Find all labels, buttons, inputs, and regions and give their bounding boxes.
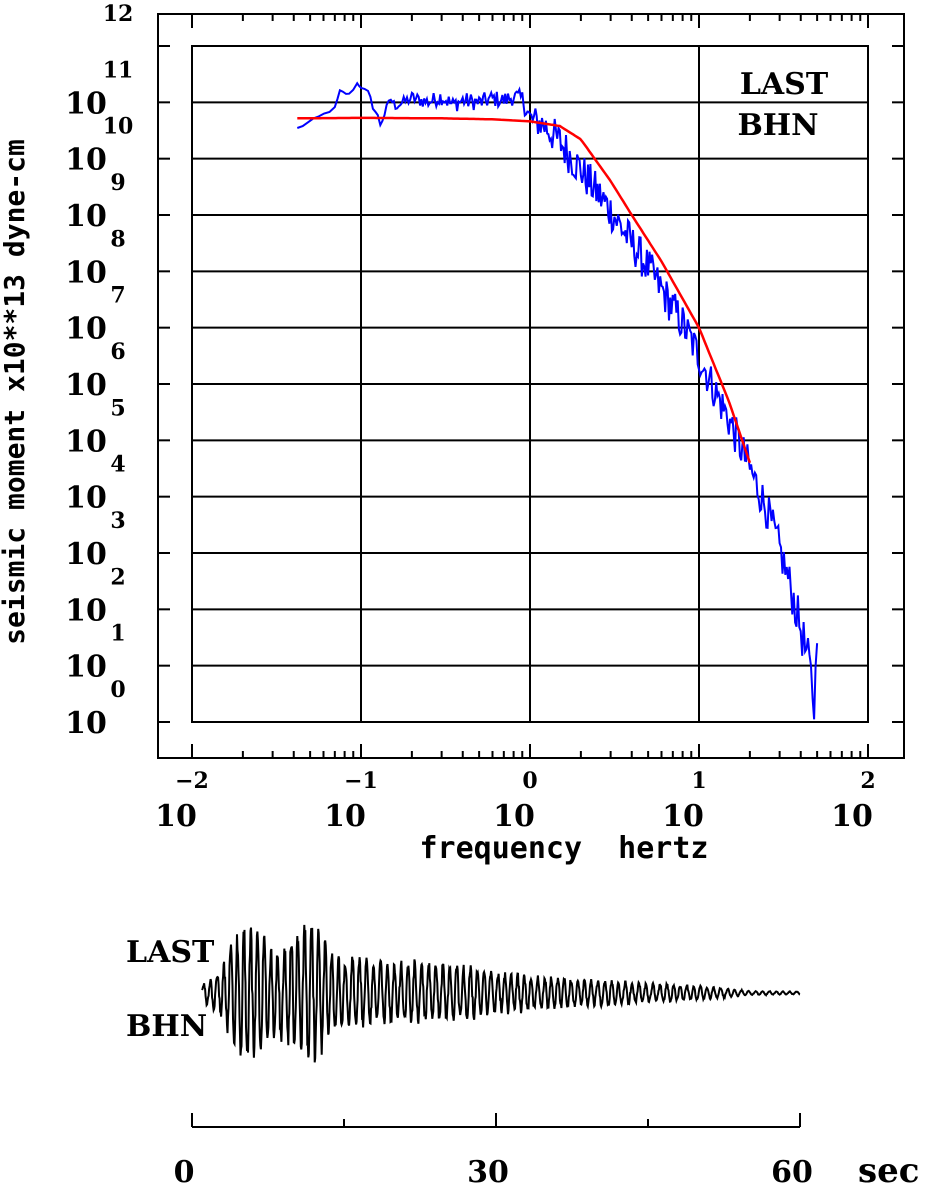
y-tick-base: 10 xyxy=(65,537,107,572)
y-tick-exponent: 0 xyxy=(110,677,125,703)
y-axis-label: seismic moment x10**13 dyne-cm xyxy=(0,139,31,645)
spectrum-annotation-channel: BHN xyxy=(737,108,818,143)
y-tick-base: 10 xyxy=(65,424,107,459)
y-tick-base: 10 xyxy=(65,368,107,403)
y-tick-base: 10 xyxy=(65,255,107,290)
y-tick-exponent: 4 xyxy=(110,452,125,478)
y-tick-exponent: 6 xyxy=(110,339,125,365)
y-tick-exponent: 2 xyxy=(110,564,125,590)
y-tick-base: 10 xyxy=(65,593,107,628)
time-axis-label: sec xyxy=(858,1151,919,1184)
spectrum-series-observed xyxy=(296,81,819,720)
time-axis: 0 30 60 xyxy=(174,1113,813,1189)
x-axis-label: frequency hertz xyxy=(420,831,709,866)
spectrum-annotation-station: LAST xyxy=(740,67,829,102)
y-tick-base: 10 xyxy=(65,706,107,741)
seismogram-annotation-station: LAST xyxy=(126,935,215,970)
spectrum-series-model-fit xyxy=(297,116,752,464)
y-tick-exponent: 9 xyxy=(110,170,125,196)
x-tick-exponent: 0 xyxy=(522,768,537,794)
x-tick-base: 10 xyxy=(324,799,366,834)
spectrum-grid xyxy=(192,46,868,722)
y-tick-exponent: 1 xyxy=(110,621,125,647)
y-tick-base: 10 xyxy=(65,86,107,121)
seismogram xyxy=(201,924,801,1063)
x-tick-base: 10 xyxy=(493,799,535,834)
y-tick-base: 10 xyxy=(65,481,107,516)
x-tick-exponent: −1 xyxy=(344,768,378,794)
y-tick-exponent: 8 xyxy=(110,226,125,252)
x-tick-labels: −2 10 −1 10 0 10 1 10 2 10 xyxy=(155,768,876,834)
spectrum-outer-ticks xyxy=(158,14,904,758)
y-tick-exponent: 11 xyxy=(103,57,134,83)
x-tick-exponent: −2 xyxy=(175,768,209,794)
x-tick-base: 10 xyxy=(831,799,873,834)
spectrum-series xyxy=(296,81,819,720)
y-tick-exponent: 3 xyxy=(110,508,125,534)
y-tick-base: 10 xyxy=(65,312,107,347)
time-tick-label: 0 xyxy=(174,1155,195,1184)
x-tick-base: 10 xyxy=(155,799,197,834)
seismogram-annotation-channel: BHN xyxy=(126,1009,207,1044)
seismogram-trace xyxy=(201,924,801,1063)
time-tick-label: 30 xyxy=(467,1155,509,1184)
x-tick-exponent: 1 xyxy=(691,768,706,794)
y-tick-base: 10 xyxy=(65,199,107,234)
y-tick-exponent: 5 xyxy=(110,395,125,421)
x-tick-base: 10 xyxy=(662,799,704,834)
y-tick-exponent: 10 xyxy=(103,114,134,140)
y-tick-base: 10 xyxy=(65,143,107,178)
y-tick-exponent: 12 xyxy=(103,1,134,27)
y-tick-exponent: 7 xyxy=(110,283,125,309)
time-tick-label: 60 xyxy=(771,1155,813,1184)
x-tick-exponent: 2 xyxy=(860,768,875,794)
y-tick-base: 10 xyxy=(65,650,107,685)
